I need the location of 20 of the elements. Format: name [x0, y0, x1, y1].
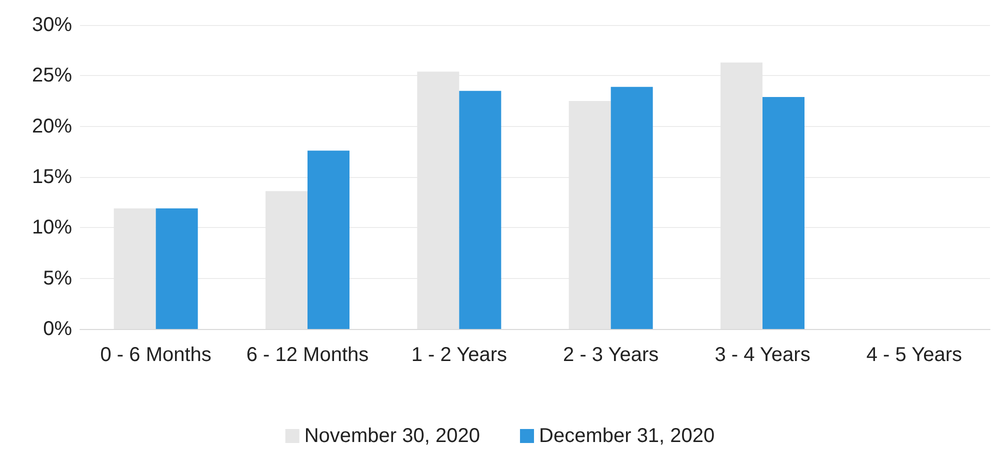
legend-label: December 31, 2020 — [539, 425, 715, 447]
y-tick-label: 10% — [32, 216, 72, 239]
y-tick-label: 20% — [32, 115, 72, 138]
x-tick-label: 4 - 5 Years — [866, 344, 962, 366]
y-tick-label: 25% — [32, 64, 72, 87]
x-tick-label: 6 - 12 Months — [246, 344, 369, 366]
y-tick-label: 0% — [43, 318, 72, 340]
bar — [459, 90, 502, 329]
y-tick-label: 5% — [43, 267, 72, 290]
x-tick-label: 3 - 4 Years — [714, 344, 810, 366]
x-tick-label: 1 - 2 Years — [411, 344, 507, 366]
legend-label: November 30, 2020 — [304, 425, 480, 447]
y-tick-label: 30% — [32, 14, 72, 36]
x-tick-label: 0 - 6 Months — [100, 344, 212, 366]
bar — [762, 96, 804, 329]
bar — [610, 86, 653, 329]
y-tick-label: 15% — [32, 166, 72, 188]
bar — [156, 208, 198, 329]
x-tick-label: 2 - 3 Years — [563, 344, 659, 366]
bar — [308, 150, 350, 329]
